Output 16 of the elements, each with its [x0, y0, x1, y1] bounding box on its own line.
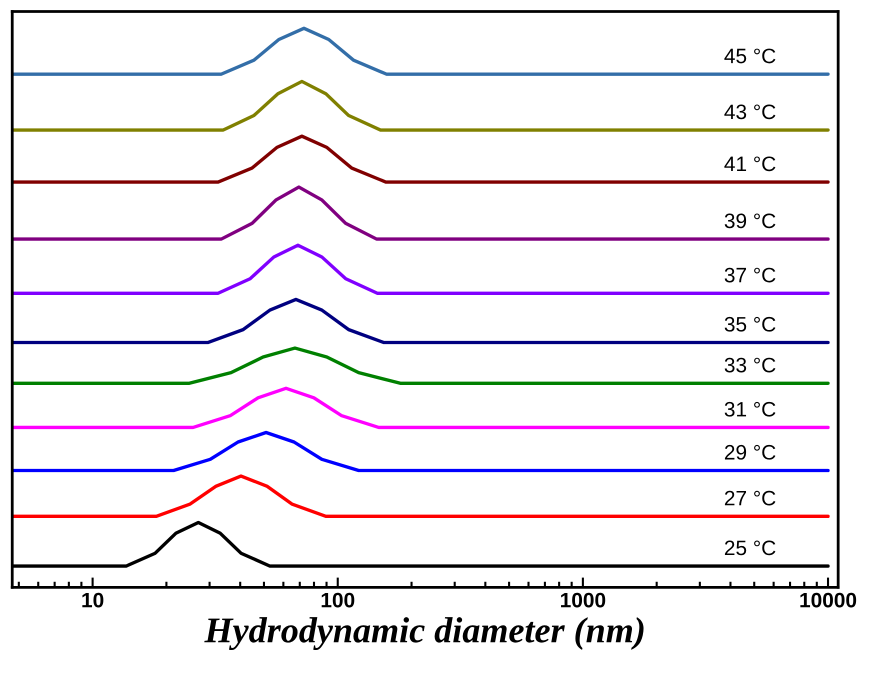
- series-label: 37 °C: [724, 268, 776, 282]
- series-label: 39 °C: [724, 213, 776, 228]
- x-tick-label: 100: [322, 592, 354, 608]
- x-axis-title: Hydrodynamic diameter (nm): [204, 617, 644, 650]
- x-tick-label: 1000: [561, 592, 606, 608]
- series-label: 25 °C: [724, 540, 776, 556]
- series-label: 45 °C: [724, 48, 776, 64]
- series-label: 41 °C: [724, 156, 776, 172]
- series-label: 33 °C: [724, 358, 776, 372]
- x-tick-label: 10: [82, 592, 104, 608]
- x-tick-label: 10000: [800, 592, 856, 608]
- series-label: 29 °C: [724, 444, 776, 460]
- series-label: 43 °C: [724, 104, 776, 120]
- series-label: 27 °C: [724, 490, 776, 506]
- series-label: 35 °C: [724, 316, 776, 332]
- series-label: 31 °C: [724, 402, 776, 417]
